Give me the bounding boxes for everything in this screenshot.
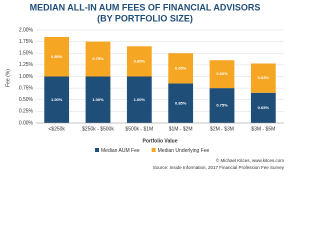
chart-title: MEDIAN ALL-IN AUM FEES OF FINANCIAL ADVI… (30, 2, 261, 12)
x-tick-label: $2M - $3M (210, 126, 234, 132)
bar-segment (44, 36, 70, 77)
bar-segment (44, 76, 70, 123)
value-label: 1.00% (134, 97, 146, 102)
value-label: 0.65% (258, 105, 270, 110)
value-label: 0.63% (258, 75, 270, 80)
legend-label: Median AUM Fee (101, 148, 140, 154)
y-tick-label: 1.75% (19, 39, 34, 45)
value-label: 1.00% (92, 97, 104, 102)
value-label: 0.65% (175, 65, 187, 70)
bar-segment (168, 83, 194, 123)
value-label: 0.85% (51, 54, 63, 59)
value-label: 0.75% (92, 56, 104, 61)
value-label: 0.65% (134, 58, 146, 63)
y-tick-label: 1.50% (19, 51, 34, 57)
x-tick-label: $1M - $2M (169, 126, 193, 132)
bar-segment (85, 41, 111, 77)
bar-segment (250, 63, 276, 93)
footer-source: Source: Inside Information, 2017 Financi… (153, 165, 285, 170)
legend-label: Median Underlying Fee (158, 148, 210, 154)
y-tick-label: 0.50% (19, 97, 34, 103)
y-tick-label: 0.25% (19, 109, 34, 115)
y-axis-label: Fee (%) (5, 69, 11, 87)
value-label: 1.00% (51, 97, 63, 102)
chart: MEDIAN ALL-IN AUM FEES OF FINANCIAL ADVI… (5, 2, 285, 170)
bar-segment (209, 88, 235, 123)
x-axis-label: Portfolio Value (142, 138, 177, 144)
value-label: 0.75% (216, 103, 228, 108)
bar-segment (85, 76, 111, 123)
footer-credit: © Michael Kitces, www.kitces.com (216, 157, 284, 163)
bar-segment (209, 60, 235, 89)
value-label: 0.60% (216, 71, 228, 76)
y-tick-label: 0.75% (19, 85, 34, 91)
y-tick-label: 2.00% (19, 27, 34, 33)
bar-segment (126, 76, 152, 123)
chart-subtitle: (BY PORTFOLIO SIZE) (97, 13, 193, 23)
bar-segment (126, 46, 152, 77)
legend-swatch (151, 148, 156, 152)
value-label: 0.85% (175, 100, 187, 105)
x-tick-label: $3M - $5M (251, 126, 275, 132)
x-tick-label: $500k - $1M (125, 126, 153, 132)
x-tick-label: <$250k (48, 126, 65, 132)
legend-swatch (95, 148, 99, 152)
y-tick-label: 0.00% (19, 120, 34, 126)
y-tick-label: 1.00% (19, 74, 34, 80)
bar-segment (250, 92, 276, 123)
bar-segment (168, 53, 194, 84)
x-tick-label: $250k - $500k (82, 126, 114, 132)
y-tick-label: 1.25% (19, 62, 34, 68)
